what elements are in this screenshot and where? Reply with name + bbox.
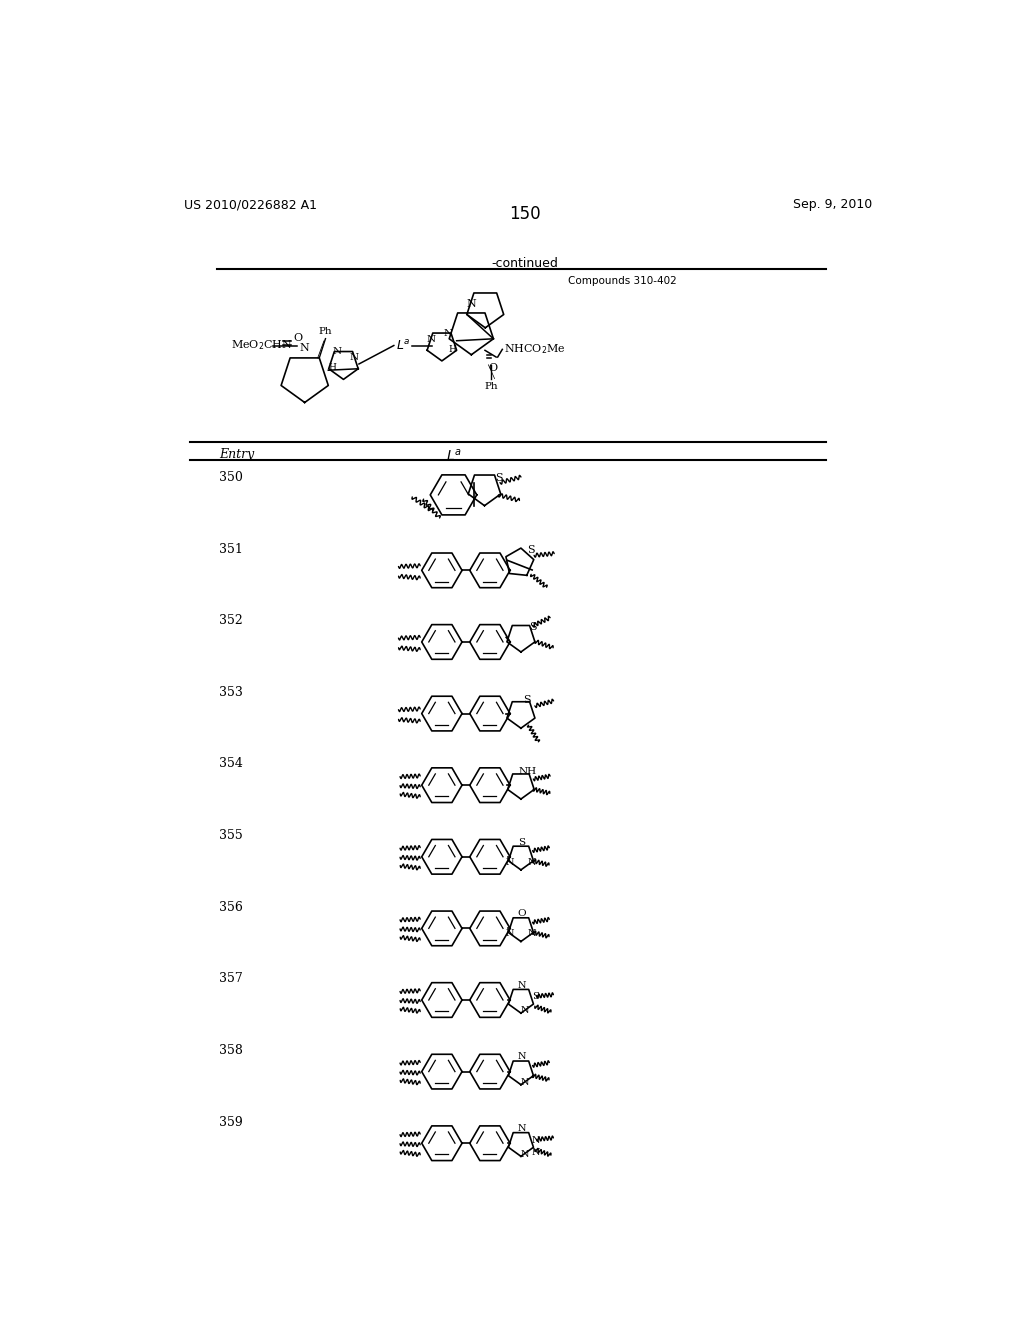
Text: -continued: -continued — [492, 257, 558, 271]
Text: N: N — [506, 858, 514, 867]
Text: 353: 353 — [219, 686, 244, 698]
Text: 356: 356 — [219, 900, 244, 913]
Text: N: N — [527, 858, 536, 867]
Text: S: S — [529, 622, 538, 631]
Text: $L^a$: $L^a$ — [396, 338, 411, 352]
Text: Ph: Ph — [318, 327, 333, 337]
Text: N: N — [300, 343, 309, 354]
Text: N: N — [520, 1078, 529, 1086]
Text: N: N — [426, 335, 435, 343]
Text: N: N — [506, 929, 514, 939]
Text: H: H — [329, 363, 337, 372]
Text: N: N — [517, 1052, 526, 1061]
Text: Compounds 310-402: Compounds 310-402 — [568, 276, 677, 286]
Text: S: S — [532, 993, 540, 1002]
Text: 352: 352 — [219, 614, 244, 627]
Text: 351: 351 — [219, 543, 244, 556]
Text: Entry: Entry — [219, 447, 255, 461]
Text: Sep. 9, 2010: Sep. 9, 2010 — [793, 198, 872, 211]
Text: N: N — [520, 1150, 529, 1159]
Text: S: S — [518, 838, 525, 846]
Text: O: O — [294, 333, 303, 343]
Text: 357: 357 — [219, 973, 244, 985]
Text: N: N — [531, 1148, 540, 1156]
Text: $L^a$: $L^a$ — [445, 447, 462, 463]
Text: NH: NH — [518, 767, 537, 776]
Text: S: S — [523, 694, 530, 705]
Text: H: H — [449, 345, 457, 354]
Text: O: O — [488, 363, 498, 374]
Text: NHCO$_2$Me: NHCO$_2$Me — [504, 342, 565, 356]
Text: N: N — [350, 354, 358, 362]
Text: 359: 359 — [219, 1115, 244, 1129]
Text: 358: 358 — [219, 1044, 244, 1057]
Text: US 2010/0226882 A1: US 2010/0226882 A1 — [183, 198, 316, 211]
Text: 355: 355 — [219, 829, 244, 842]
Text: S: S — [527, 545, 535, 556]
Text: N: N — [443, 329, 453, 338]
Text: N: N — [333, 347, 342, 356]
Text: N: N — [517, 1125, 526, 1133]
Text: N: N — [467, 298, 476, 309]
Text: N: N — [520, 1006, 529, 1015]
Text: S: S — [495, 473, 502, 483]
Text: 354: 354 — [219, 758, 244, 771]
Text: O: O — [517, 909, 526, 919]
Text: N: N — [531, 1135, 540, 1144]
Text: MeO$_2$CHN: MeO$_2$CHN — [231, 339, 293, 352]
Text: Ph: Ph — [484, 381, 499, 391]
Text: 350: 350 — [219, 471, 244, 484]
Text: N: N — [517, 981, 526, 990]
Text: N: N — [527, 929, 536, 939]
Text: 150: 150 — [509, 205, 541, 223]
